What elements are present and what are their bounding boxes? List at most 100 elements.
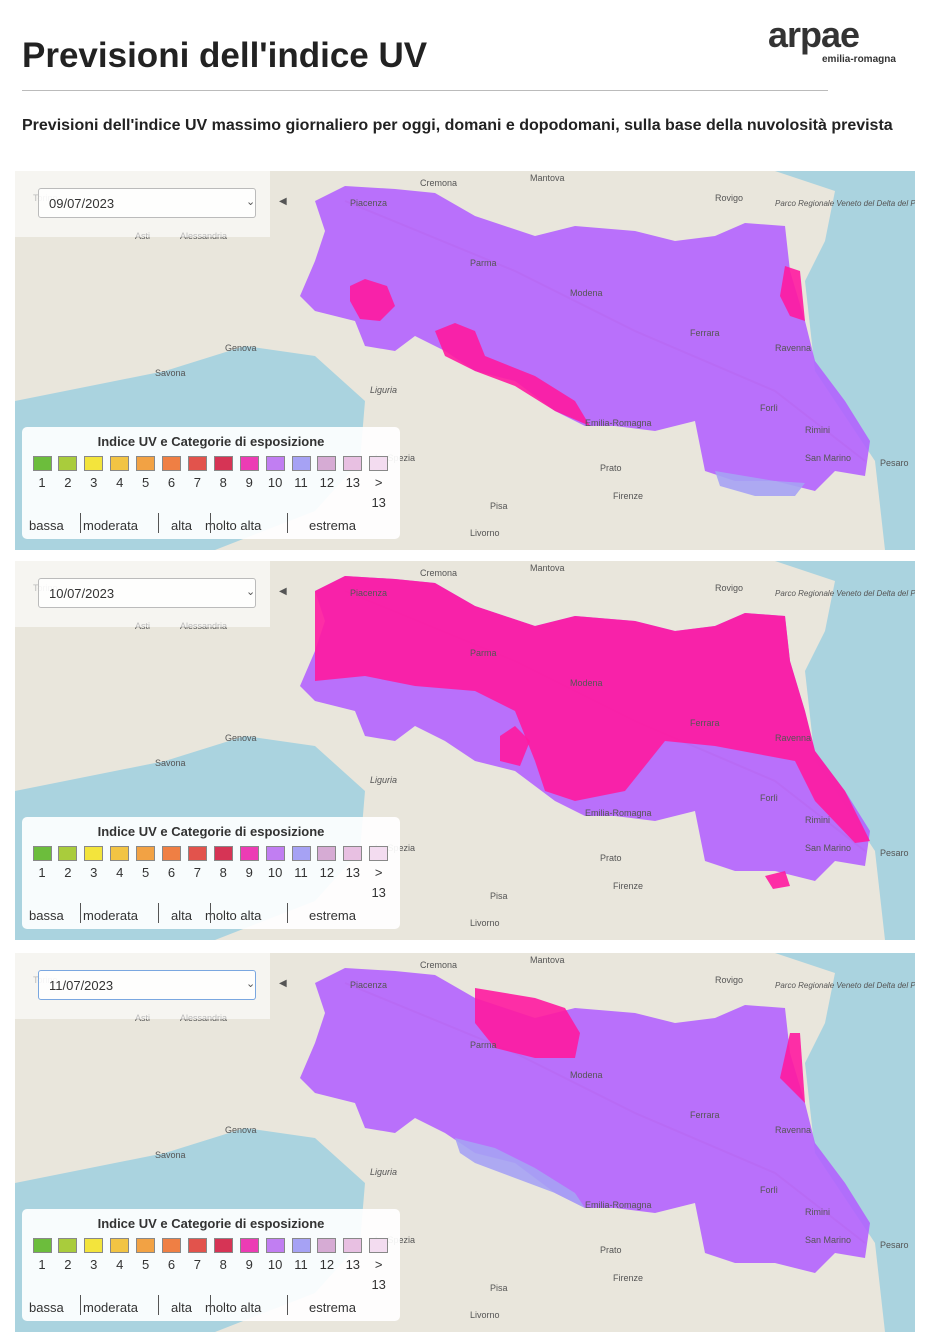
sea [775,171,915,550]
dropdown-arrow: ⌄ [246,978,256,990]
legend-item: 9 [239,456,259,493]
category-separator [80,903,81,923]
legend-label: 13 [345,475,361,490]
place-label: San Marino [805,843,851,853]
legend-category: alta [171,908,192,923]
legend-item: 11 [291,846,311,883]
place-label: Prato [600,463,622,473]
place-label: Parma [470,1040,497,1050]
legend-item: 13 [343,1238,363,1275]
legend-label: 1 [38,1257,46,1272]
legend-label: 12 [319,865,335,880]
legend-swatch [58,456,78,471]
legend-swatch [110,456,130,471]
uv-region [300,186,870,491]
legend-label: 5 [141,865,150,880]
place-label: Genova [225,1125,257,1135]
legend-swatch [317,846,337,861]
legend-swatch [110,846,130,861]
place-label: Liguria [370,1167,397,1177]
place-label: Firenze [613,491,643,501]
collapse-arrow: ◀ [279,978,287,989]
legend-item: > 13 [369,1238,389,1295]
legend: Indice UV e Categorie di esposizione 1 2 3 4… [22,427,400,539]
legend-label: > 13 [371,865,386,900]
legend-item: > 13 [369,846,389,903]
legend-category: molto alta [205,518,262,533]
category-separator [287,513,288,533]
legend-swatch [239,1238,259,1253]
legend-label: 4 [116,475,124,490]
legend-swatch [291,456,311,471]
legend-label: 10 [267,865,283,880]
legend-swatch [317,1238,337,1253]
legend-category: moderata [83,908,138,923]
legend-item: 9 [239,846,259,883]
place-label: Firenze [613,881,643,891]
category-separator [210,903,211,923]
place-label: Parma [470,258,497,268]
date-select[interactable]: 10/07/2023 [38,578,256,608]
place-label: Ravenna [775,733,811,743]
place-label: Piacenza [350,980,387,990]
legend-swatch [213,846,233,861]
logo-sub: emilia-romagna [822,54,896,65]
category-separator [210,1295,211,1315]
place-label: Modena [570,1070,603,1080]
logo: arpae [768,14,860,55]
uv-area [715,471,805,496]
legend-swatch [369,846,389,861]
place-label: Pisa [490,1283,508,1293]
legend-item: 2 [58,846,78,883]
legend: Indice UV e Categorie di esposizione 1 2 3 4… [22,1209,400,1321]
legend-item: 12 [317,846,337,883]
place-label: Parco Regionale Veneto del Delta del Po [775,199,915,208]
legend-label: 5 [141,475,150,490]
place-label: Rovigo [715,583,743,593]
place-label: Savona [155,758,186,768]
map-panel: Cremona Mantova Rovigo Parco Regionale Vene… [15,171,915,550]
place-label: Pesaro [880,458,909,468]
legend-label: 2 [64,475,72,490]
legend-category: alta [171,518,192,533]
place-label: Cremona [420,178,457,188]
place-label: Savona [155,368,186,378]
legend-label: 12 [319,475,335,490]
legend-swatch [291,846,311,861]
legend-swatch [58,1238,78,1253]
date-select[interactable]: 11/07/2023 [38,970,256,1000]
legend-item: 4 [110,1238,130,1275]
legend-swatch [369,456,389,471]
place-label: Livorno [470,1310,500,1320]
legend-item: 3 [84,456,104,493]
legend-label: 9 [245,865,253,880]
place-label: Ferrara [690,718,720,728]
legend-item: 3 [84,1238,104,1275]
legend-label: 8 [219,475,227,490]
uv-area [780,1033,805,1103]
legend-label: 2 [64,1257,72,1272]
place-label: Mantova [530,955,565,965]
category-separator [80,1295,81,1315]
category-separator [287,903,288,923]
legend-item: 3 [84,846,104,883]
legend-swatch [162,846,181,861]
sea [775,953,915,1332]
category-separator [158,1295,159,1315]
place-label: Parco Regionale Veneto del Delta del Po [775,589,915,598]
legend-category: estrema [309,908,356,923]
legend-label: 3 [90,1257,98,1272]
legend-category: alta [171,1300,192,1315]
legend-label: 6 [167,1257,176,1272]
legend-swatch [291,1238,311,1253]
legend-item: 1 [32,1238,52,1275]
uv-area [435,323,590,426]
place-label: Genova [225,343,257,353]
legend-swatch [136,846,156,861]
legend-swatch [58,846,78,861]
legend-swatch [162,1238,181,1253]
date-select[interactable]: 09/07/2023 [38,188,256,218]
legend-swatch [162,456,181,471]
dropdown-arrow: ⌄ [246,586,256,598]
legend-label: 7 [193,1257,201,1272]
